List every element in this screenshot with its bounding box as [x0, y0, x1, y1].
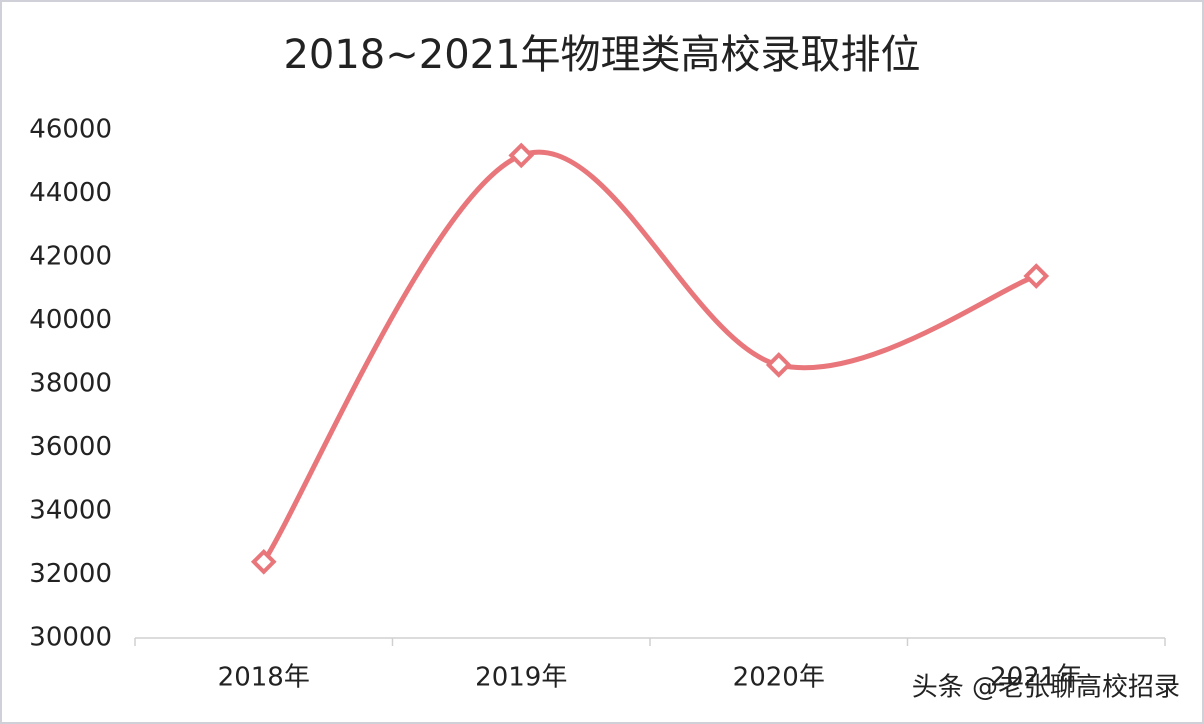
- y-tick-label: 38000: [29, 369, 112, 399]
- y-tick-label: 32000: [29, 559, 112, 589]
- x-tick-label: 2021年: [990, 663, 1082, 693]
- line: [261, 149, 1039, 565]
- y-tick-label: 30000: [29, 623, 112, 653]
- marker: [1023, 263, 1050, 289]
- y-tick-label: 34000: [29, 496, 112, 526]
- x-tick-label: 2018年: [218, 663, 310, 693]
- marker: [765, 352, 792, 378]
- y-tick-label: 44000: [29, 178, 112, 208]
- marker: [250, 548, 277, 575]
- y-tick-label: 40000: [29, 305, 112, 335]
- y-tick-label: 46000: [29, 115, 112, 145]
- x-tick-label: 2020年: [733, 663, 825, 693]
- marker: [508, 142, 535, 169]
- chart-title: 2018~2021年物理类高校录取排位: [283, 32, 920, 78]
- x-tick-label: 2019年: [475, 663, 567, 693]
- y-tick-label: 42000: [29, 242, 112, 272]
- y-tick-label: 36000: [29, 432, 112, 462]
- watermark: 头条 @老张聊高校招录: [912, 673, 1180, 703]
